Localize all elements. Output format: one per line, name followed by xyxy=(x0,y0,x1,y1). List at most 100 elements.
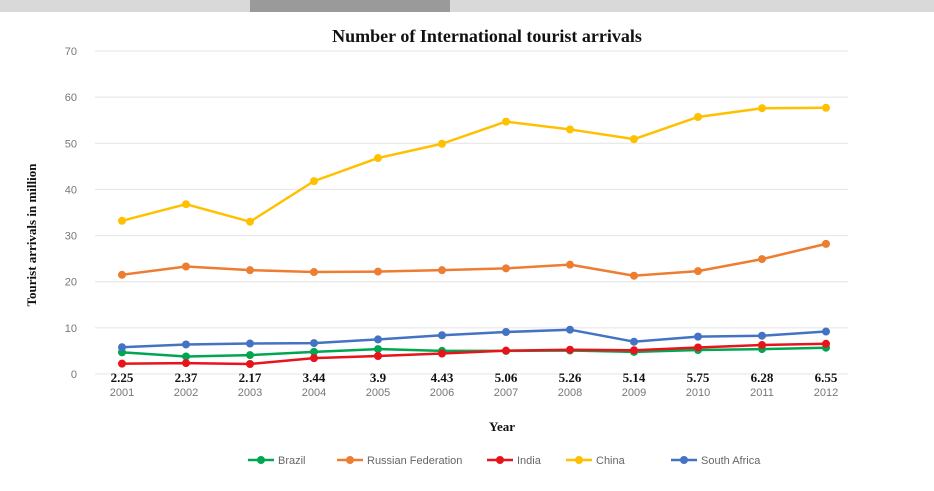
data-point-south-africa xyxy=(758,331,766,340)
data-label: 2.17 xyxy=(239,370,262,385)
series-south-africa xyxy=(118,325,830,352)
data-point-india xyxy=(182,359,190,368)
x-tick-label: 2002 xyxy=(174,387,198,399)
legend-swatch-marker xyxy=(680,456,688,464)
data-point-china xyxy=(758,104,766,113)
data-point-china xyxy=(630,135,638,144)
data-point-russian-federation xyxy=(694,267,702,276)
series-russian-federation xyxy=(118,239,830,280)
y-tick-label: 50 xyxy=(65,138,77,150)
data-point-russian-federation xyxy=(822,239,830,248)
data-point-china xyxy=(502,117,510,126)
data-point-south-africa xyxy=(438,331,446,340)
x-tick-label: 2001 xyxy=(110,387,134,399)
gridlines xyxy=(95,50,848,375)
data-point-india xyxy=(566,345,574,354)
legend-item-brazil: Brazil xyxy=(248,455,306,467)
x-tick-label: 2009 xyxy=(622,387,646,399)
data-point-india xyxy=(118,359,126,368)
data-point-brazil xyxy=(246,351,254,360)
data-point-russian-federation xyxy=(310,268,318,277)
data-point-china xyxy=(182,200,190,209)
x-tick-label: 2012 xyxy=(814,387,838,399)
y-tick-label: 60 xyxy=(65,92,77,104)
data-point-russian-federation xyxy=(758,255,766,264)
x-axis-ticks: 2001 2002 2003 2004 2005 2006 2007 2008 2009 2010… xyxy=(110,387,838,399)
y-tick-label: 30 xyxy=(65,231,77,243)
data-label: 5.26 xyxy=(559,370,582,385)
x-tick-label: 2007 xyxy=(494,387,518,399)
series-line-russian-federation xyxy=(121,242,827,277)
data-point-russian-federation xyxy=(182,262,190,271)
top-decorative-band-dark xyxy=(250,0,450,12)
data-point-china xyxy=(246,217,254,226)
legend-item-south-africa: South Africa xyxy=(671,455,761,467)
series-line-india xyxy=(121,342,827,366)
legend-label: India xyxy=(517,455,542,467)
data-point-china xyxy=(374,154,382,163)
data-point-south-africa xyxy=(502,328,510,337)
x-tick-label: 2008 xyxy=(558,387,582,399)
legend-item-india: India xyxy=(487,455,542,467)
series-line-china xyxy=(121,106,827,223)
data-point-india xyxy=(822,339,830,348)
data-point-russian-federation xyxy=(246,266,254,275)
x-tick-label: 2005 xyxy=(366,387,390,399)
data-point-china xyxy=(822,103,830,112)
data-point-south-africa xyxy=(374,335,382,344)
data-point-south-africa xyxy=(310,339,318,348)
series-lines xyxy=(118,103,830,368)
data-point-india xyxy=(374,352,382,361)
y-tick-label: 20 xyxy=(65,277,77,289)
x-tick-label: 2004 xyxy=(302,387,326,399)
data-point-russian-federation xyxy=(566,260,574,269)
data-point-brazil xyxy=(182,352,190,361)
data-point-russian-federation xyxy=(630,271,638,280)
series-china xyxy=(118,103,830,226)
data-point-south-africa xyxy=(694,332,702,341)
data-point-south-africa xyxy=(118,343,126,352)
data-point-brazil xyxy=(310,347,318,356)
top-decorative-band xyxy=(0,0,934,12)
data-point-south-africa xyxy=(246,339,254,348)
x-tick-label: 2006 xyxy=(430,387,454,399)
chart-title: Number of International tourist arrivals xyxy=(332,26,642,46)
legend-label: South Africa xyxy=(701,455,761,467)
legend-swatch-marker xyxy=(257,456,265,464)
series-line-south-africa xyxy=(121,328,827,349)
legend-label: Russian Federation xyxy=(367,455,462,467)
y-axis-title: Tourist arrivals in million xyxy=(24,163,39,307)
y-tick-label: 40 xyxy=(65,184,77,196)
data-point-russian-federation xyxy=(118,270,126,279)
data-point-india xyxy=(246,359,254,368)
x-axis-title: Year xyxy=(489,419,515,434)
data-point-india xyxy=(438,349,446,358)
data-label: 2.37 xyxy=(175,370,198,385)
data-label: 5.14 xyxy=(623,370,646,385)
data-label: 2.25 xyxy=(111,370,134,385)
data-point-russian-federation xyxy=(502,264,510,273)
data-label: 3.44 xyxy=(303,370,326,385)
data-labels: 2.25 2.37 2.17 3.44 3.9 4.43 5.06 5.26 5.14 5.75 6… xyxy=(111,370,838,385)
data-point-india xyxy=(758,341,766,350)
data-point-china xyxy=(566,125,574,134)
legend-item-russian-federation: Russian Federation xyxy=(337,455,462,467)
data-point-south-africa xyxy=(566,325,574,334)
data-point-india xyxy=(310,354,318,363)
data-point-china xyxy=(694,112,702,121)
legend-item-china: China xyxy=(566,455,626,467)
data-point-russian-federation xyxy=(438,266,446,275)
legend-label: China xyxy=(596,455,626,467)
data-point-india xyxy=(694,343,702,352)
data-label: 4.43 xyxy=(431,370,454,385)
y-tick-label: 70 xyxy=(65,46,77,58)
data-point-china xyxy=(310,177,318,186)
data-point-china xyxy=(438,139,446,148)
series-india xyxy=(118,339,830,368)
data-label: 6.28 xyxy=(751,370,774,385)
data-point-south-africa xyxy=(822,327,830,336)
y-tick-label: 10 xyxy=(65,323,77,335)
legend: Brazil Russian Federation India China South … xyxy=(248,455,761,467)
